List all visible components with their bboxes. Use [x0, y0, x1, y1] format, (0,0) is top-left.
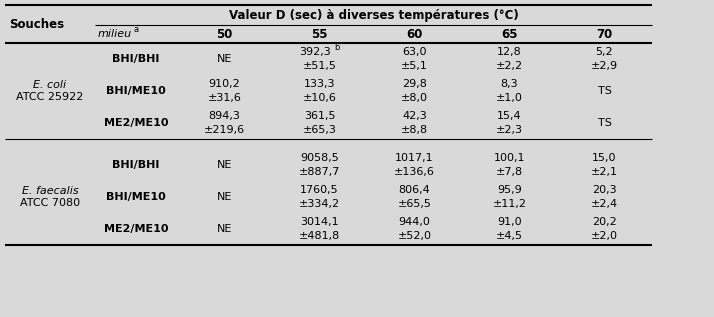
- Text: 9058,5: 9058,5: [300, 153, 339, 163]
- Text: 361,5: 361,5: [303, 111, 336, 121]
- Text: ±65,3: ±65,3: [303, 125, 336, 135]
- Text: Valeur D (sec) à diverses températures (°C): Valeur D (sec) à diverses températures (…: [228, 9, 518, 22]
- Text: Souches: Souches: [9, 17, 64, 30]
- Text: ±7,8: ±7,8: [496, 167, 523, 177]
- Text: BHI/BHI: BHI/BHI: [112, 160, 160, 170]
- Text: ±219,6: ±219,6: [204, 125, 245, 135]
- Text: TS: TS: [598, 118, 611, 128]
- Text: ±136,6: ±136,6: [394, 167, 435, 177]
- Text: ME2/ME10: ME2/ME10: [104, 224, 169, 234]
- Text: 8,3: 8,3: [501, 79, 518, 89]
- Text: 65: 65: [501, 28, 518, 41]
- Text: 63,0: 63,0: [402, 47, 427, 57]
- Text: 944,0: 944,0: [398, 217, 431, 227]
- Text: 55: 55: [311, 28, 328, 41]
- Text: ±887,7: ±887,7: [299, 167, 340, 177]
- Text: 392,3: 392,3: [300, 47, 331, 57]
- Text: 100,1: 100,1: [494, 153, 526, 163]
- Text: ±4,5: ±4,5: [496, 231, 523, 241]
- Text: E. coli: E. coli: [34, 81, 66, 90]
- Text: ±51,5: ±51,5: [303, 61, 336, 71]
- Text: ±2,3: ±2,3: [496, 125, 523, 135]
- Text: ±10,6: ±10,6: [303, 93, 336, 103]
- Text: E. faecalis: E. faecalis: [21, 186, 79, 197]
- Text: a: a: [133, 25, 138, 35]
- Text: 806,4: 806,4: [398, 185, 431, 195]
- Text: BHI/ME10: BHI/ME10: [106, 86, 166, 96]
- Text: ±65,5: ±65,5: [398, 199, 431, 209]
- Text: 1017,1: 1017,1: [395, 153, 434, 163]
- Text: ±5,1: ±5,1: [401, 61, 428, 71]
- Text: milieu: milieu: [98, 29, 132, 39]
- Text: ME2/ME10: ME2/ME10: [104, 118, 169, 128]
- Text: 60: 60: [406, 28, 423, 41]
- Text: 3014,1: 3014,1: [300, 217, 339, 227]
- Text: ±52,0: ±52,0: [398, 231, 431, 241]
- Text: ±8,0: ±8,0: [401, 93, 428, 103]
- Text: 20,3: 20,3: [592, 185, 617, 195]
- Text: NE: NE: [217, 224, 232, 234]
- Text: BHI/BHI: BHI/BHI: [112, 54, 160, 64]
- Text: 29,8: 29,8: [402, 79, 427, 89]
- Text: 12,8: 12,8: [497, 47, 522, 57]
- Text: b: b: [334, 43, 340, 52]
- Text: 20,2: 20,2: [592, 217, 617, 227]
- Text: BHI/ME10: BHI/ME10: [106, 192, 166, 202]
- Text: 1760,5: 1760,5: [300, 185, 339, 195]
- Text: TS: TS: [598, 86, 611, 96]
- Text: 5,2: 5,2: [595, 47, 613, 57]
- Text: 894,3: 894,3: [208, 111, 241, 121]
- Text: 15,4: 15,4: [497, 111, 522, 121]
- Text: ±11,2: ±11,2: [493, 199, 526, 209]
- Text: ±1,0: ±1,0: [496, 93, 523, 103]
- Text: 42,3: 42,3: [402, 111, 427, 121]
- Text: 50: 50: [216, 28, 233, 41]
- Text: ±481,8: ±481,8: [299, 231, 340, 241]
- Text: NE: NE: [217, 160, 232, 170]
- Text: 95,9: 95,9: [497, 185, 522, 195]
- Text: ATCC 25922: ATCC 25922: [16, 92, 84, 101]
- Text: ±2,9: ±2,9: [591, 61, 618, 71]
- Text: ±31,6: ±31,6: [208, 93, 241, 103]
- Text: NE: NE: [217, 192, 232, 202]
- Text: 133,3: 133,3: [303, 79, 336, 89]
- Text: ±2,0: ±2,0: [591, 231, 618, 241]
- Text: ±2,4: ±2,4: [591, 199, 618, 209]
- Text: ATCC 7080: ATCC 7080: [20, 197, 80, 208]
- Text: 15,0: 15,0: [592, 153, 617, 163]
- Text: ±2,1: ±2,1: [591, 167, 618, 177]
- Text: ±334,2: ±334,2: [299, 199, 340, 209]
- Text: 910,2: 910,2: [208, 79, 241, 89]
- Text: 70: 70: [596, 28, 613, 41]
- Text: ±2,2: ±2,2: [496, 61, 523, 71]
- Text: 91,0: 91,0: [497, 217, 522, 227]
- Text: NE: NE: [217, 54, 232, 64]
- Text: ±8,8: ±8,8: [401, 125, 428, 135]
